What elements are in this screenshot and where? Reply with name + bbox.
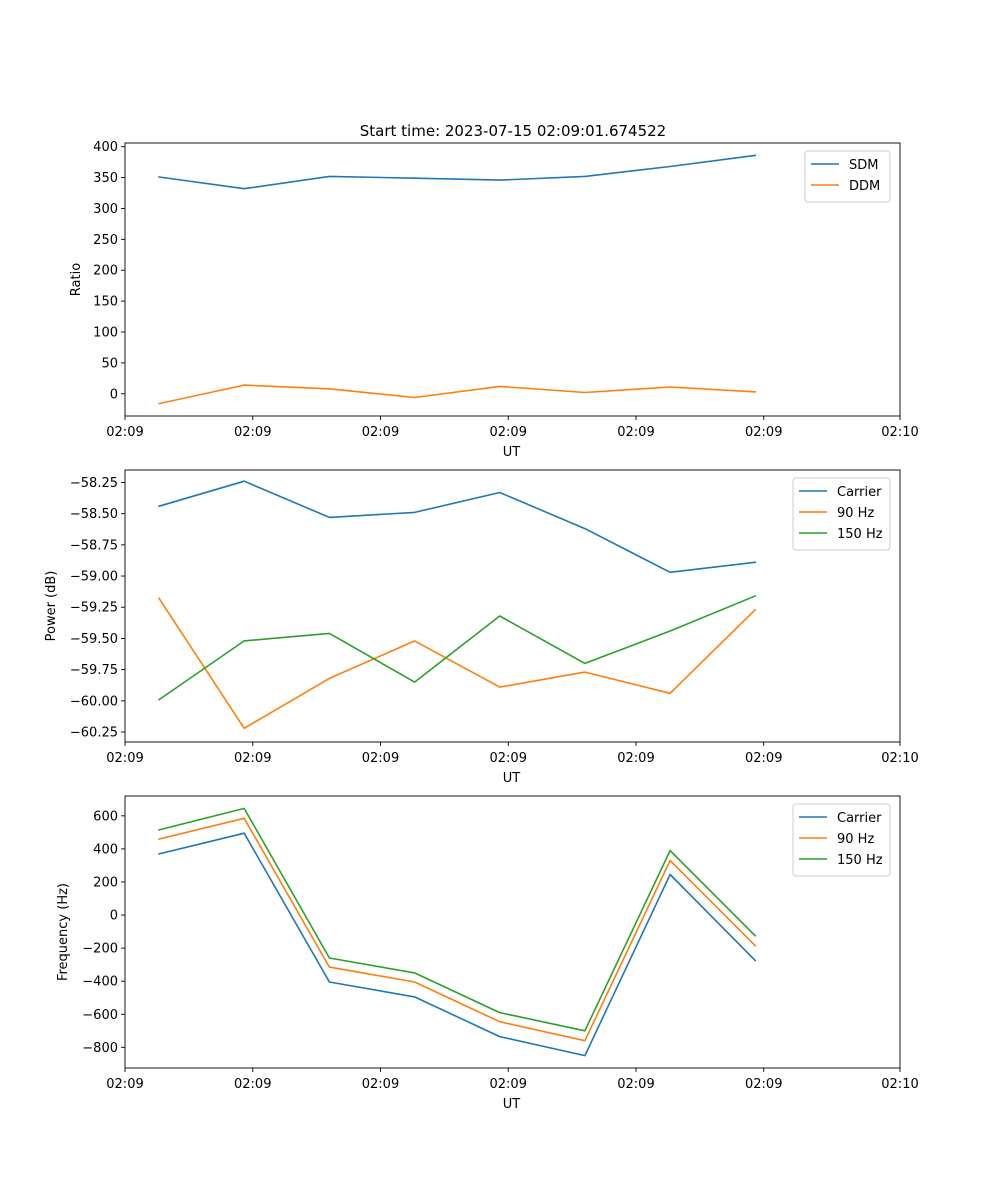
plot-frame	[124, 795, 901, 1069]
legend-label: 90 Hz	[837, 506, 874, 521]
x-axis-label: UT	[503, 771, 521, 786]
legend-label: DDM	[849, 179, 880, 194]
legend-label: SDM	[849, 158, 878, 173]
legend-box	[792, 477, 891, 551]
y-tick-label: 100	[93, 326, 118, 341]
x-axis-label: UT	[503, 445, 521, 460]
x-tick-label: 02:09	[362, 751, 399, 766]
y-tick-label: −58.50	[70, 507, 118, 522]
y-tick-label: 200	[93, 875, 118, 890]
x-tick-label: 02:09	[745, 751, 782, 766]
plot-frame	[124, 142, 901, 417]
y-tick-label: 50	[101, 356, 118, 371]
y-tick-label: 400	[93, 842, 118, 857]
x-tick-label: 02:09	[106, 425, 143, 440]
figure-title: Start time: 2023-07-15 02:09:01.674522	[360, 122, 666, 140]
legend-label: 150 Hz	[837, 853, 883, 868]
x-tick-label: 02:09	[106, 751, 143, 766]
x-tick-label: 02:09	[617, 751, 654, 766]
y-axis-label: Power (dB)	[44, 571, 59, 642]
legend: Carrier 90 Hz 150 Hz	[792, 477, 891, 551]
y-tick-label: 300	[93, 202, 118, 217]
x-tick-label: 02:09	[617, 1077, 654, 1092]
x-axis-label: UT	[503, 1097, 521, 1112]
y-axis-label: Frequency (Hz)	[56, 883, 71, 981]
y-tick-label: 400	[93, 140, 118, 155]
y-tick-label: −60.00	[70, 694, 118, 709]
y-tick-label: 0	[110, 387, 118, 402]
x-tick-label: 02:09	[234, 751, 271, 766]
frequency-panel: −800 −600 −400 −200 0 200 400 600 02:09 02:09 02:0…	[56, 795, 919, 1112]
x-tick-label: 02:09	[234, 1077, 271, 1092]
legend-box	[792, 803, 891, 877]
x-tick-label: 02:09	[106, 1077, 143, 1092]
y-tick-label: −59.00	[70, 570, 118, 585]
plot-frame	[124, 469, 901, 743]
y-tick-label: −58.25	[70, 476, 118, 491]
legend-label: 90 Hz	[837, 832, 874, 847]
x-tick-label: 02:09	[234, 425, 271, 440]
series-line-ddm	[158, 384, 757, 405]
power-panel: −60.25 −60.00 −59.75 −59.50 −59.25 −59.00 −58.…	[44, 469, 919, 786]
series-line-carrier	[158, 832, 757, 1057]
legend-label: 150 Hz	[837, 527, 883, 542]
y-tick-label: 200	[93, 264, 118, 279]
series-line-90-hz	[157, 597, 757, 730]
series-line-sdm	[158, 154, 757, 190]
series-line-carrier	[158, 480, 757, 574]
y-tick-label: −58.75	[70, 538, 118, 553]
legend-label: Carrier	[837, 485, 882, 500]
x-tick-label: 02:09	[490, 751, 527, 766]
x-tick-label: 02:10	[881, 425, 918, 440]
x-tick-label: 02:09	[490, 425, 527, 440]
y-tick-label: −60.25	[70, 726, 118, 741]
legend-label: Carrier	[837, 811, 882, 826]
y-tick-label: −200	[82, 942, 118, 957]
ratio-panel: 0 50 100 150 200 250 300 350 400 02:09 02:09 02:09 0…	[69, 140, 919, 460]
y-tick-label: 600	[93, 809, 118, 824]
x-tick-label: 02:09	[362, 1077, 399, 1092]
y-axis-label: Ratio	[69, 263, 84, 296]
y-tick-label: −59.25	[70, 601, 118, 616]
y-tick-label: −400	[82, 975, 118, 990]
y-tick-label: −600	[82, 1008, 118, 1023]
y-tick-label: 150	[93, 295, 118, 310]
series-line-150-hz	[157, 594, 757, 701]
y-tick-label: 0	[110, 909, 118, 924]
series-line-90-hz	[158, 817, 757, 1042]
y-tick-label: −59.75	[70, 663, 118, 678]
x-tick-label: 02:09	[745, 1077, 782, 1092]
y-tick-label: −800	[82, 1041, 118, 1056]
y-tick-label: 350	[93, 171, 118, 186]
series-line-150-hz	[158, 807, 757, 1032]
x-tick-label: 02:09	[490, 1077, 527, 1092]
x-tick-label: 02:09	[617, 425, 654, 440]
legend: SDM DDM	[804, 150, 891, 203]
x-tick-label: 02:09	[362, 425, 399, 440]
legend: Carrier 90 Hz 150 Hz	[792, 803, 891, 877]
x-tick-label: 02:09	[745, 425, 782, 440]
y-tick-label: −59.50	[70, 632, 118, 647]
y-tick-label: 250	[93, 233, 118, 248]
x-tick-label: 02:10	[881, 1077, 918, 1092]
x-tick-label: 02:10	[881, 751, 918, 766]
